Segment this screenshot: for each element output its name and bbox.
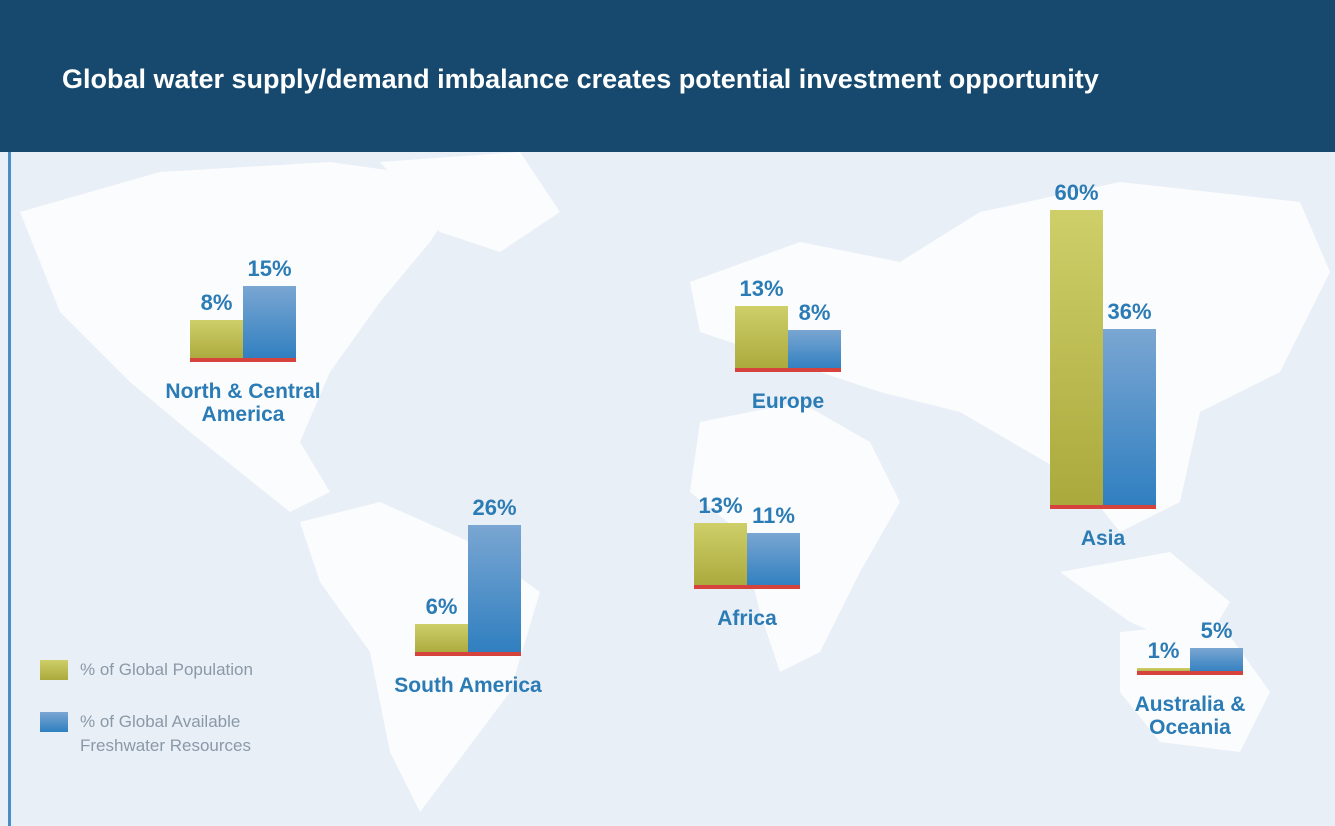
value-label: 13% xyxy=(739,275,784,301)
value-label: 8% xyxy=(200,290,233,316)
bar xyxy=(788,330,841,370)
bar xyxy=(747,532,800,587)
value-label: 26% xyxy=(472,495,517,521)
legend-label: % of Global Available Freshwater Resourc… xyxy=(80,712,252,755)
value-label: 1% xyxy=(1147,638,1180,664)
baseline xyxy=(694,585,800,589)
value-label: 15% xyxy=(247,255,292,281)
value-label: 5% xyxy=(1200,618,1233,644)
bar xyxy=(1050,210,1103,507)
value-label: 11% xyxy=(752,502,795,528)
legend-swatch xyxy=(40,712,68,732)
category-label: South America xyxy=(394,674,542,697)
value-label: 36% xyxy=(1107,298,1152,324)
category-label: North & Central America xyxy=(165,380,321,426)
bar xyxy=(190,320,243,360)
bar xyxy=(468,525,521,654)
baseline xyxy=(1137,671,1243,675)
bar xyxy=(415,624,468,654)
value-label: 8% xyxy=(798,300,831,326)
bar xyxy=(1137,668,1190,673)
value-label: 6% xyxy=(425,594,458,620)
bar xyxy=(1190,648,1243,673)
baseline xyxy=(1050,505,1156,509)
bar xyxy=(243,285,296,360)
legend-swatch xyxy=(40,660,68,680)
baseline xyxy=(415,652,521,656)
bar xyxy=(694,522,747,587)
category-label: Europe xyxy=(751,390,825,413)
baseline xyxy=(190,358,296,362)
bar xyxy=(1103,328,1156,507)
category-label: Asia xyxy=(1080,527,1126,550)
legend-label: % of Global Population xyxy=(80,660,253,679)
header-band: Global water supply/demand imbalance cre… xyxy=(0,0,1335,152)
chart-title: Global water supply/demand imbalance cre… xyxy=(62,64,1099,94)
value-label: 13% xyxy=(698,492,743,518)
value-label: 60% xyxy=(1054,180,1099,205)
category-label: Africa xyxy=(717,607,777,630)
frame-edge xyxy=(8,152,11,826)
baseline xyxy=(735,368,841,372)
bar xyxy=(735,305,788,370)
category-label: Australia & Oceania xyxy=(1134,693,1246,739)
